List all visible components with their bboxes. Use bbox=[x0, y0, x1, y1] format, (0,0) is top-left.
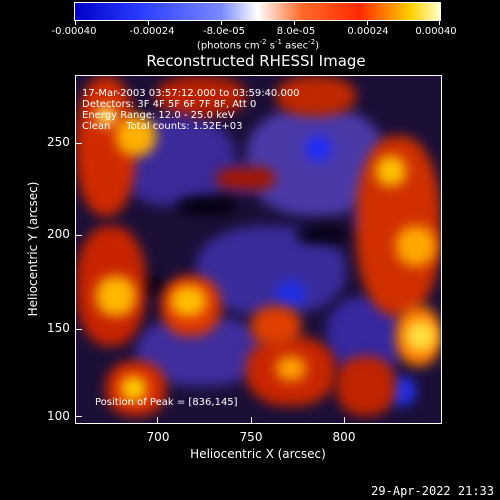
colorbar-label: 8.0e-05 bbox=[276, 26, 316, 37]
y-tick-label: 100 bbox=[47, 409, 70, 423]
y-tick bbox=[76, 329, 82, 330]
colorbar bbox=[74, 2, 441, 21]
y-tick bbox=[76, 416, 82, 417]
colorbar-label: -0.00024 bbox=[129, 26, 175, 37]
timestamp: 29-Apr-2022 21:33 bbox=[371, 484, 494, 498]
detectors-label: Detectors: 3F 4F 5F 6F 7F 8F, Att 0 bbox=[82, 99, 257, 110]
counts-label: Clean Total counts: 1.52E+03 bbox=[82, 121, 243, 132]
x-tick bbox=[157, 417, 158, 423]
colorbar-label: -0.00040 bbox=[51, 26, 97, 37]
y-tick-label: 200 bbox=[47, 227, 70, 241]
y-tick-label: 150 bbox=[47, 321, 70, 335]
image-title: Reconstructed RHESSI Image bbox=[146, 52, 366, 70]
peak-position-label: Position of Peak = [836,145] bbox=[95, 397, 238, 408]
x-tick-label: 800 bbox=[332, 430, 356, 444]
colorbar-tick bbox=[294, 21, 295, 25]
y-axis-title: Heliocentric Y (arcsec) bbox=[26, 181, 40, 317]
y-tick-label: 250 bbox=[47, 135, 70, 149]
colorbar-tick bbox=[148, 21, 149, 25]
x-tick-label: 700 bbox=[146, 430, 170, 444]
x-tick-label: 750 bbox=[239, 430, 263, 444]
colorbar-label: 0.00040 bbox=[415, 26, 457, 37]
x-axis-title: Heliocentric X (arcsec) bbox=[190, 447, 326, 461]
y-tick bbox=[76, 143, 82, 144]
x-tick bbox=[344, 417, 345, 423]
energy-range-label: Energy Range: 12.0 - 25.0 keV bbox=[82, 110, 235, 121]
rhessi-image: 17-Mar-2003 03:57:12.000 to 03:59:40.000… bbox=[75, 75, 442, 424]
obs-time-label: 17-Mar-2003 03:57:12.000 to 03:59:40.000 bbox=[82, 88, 300, 99]
x-tick bbox=[251, 417, 252, 423]
y-tick bbox=[76, 235, 82, 236]
colorbar-tick bbox=[75, 21, 76, 25]
colorbar-label: 0.00024 bbox=[347, 26, 389, 37]
colorbar-tick bbox=[221, 21, 222, 25]
colorbar-tick bbox=[439, 21, 440, 25]
colorbar-units: (photons cm-2 s-1 asec-2) bbox=[196, 38, 320, 52]
colorbar-tick bbox=[367, 21, 368, 25]
colorbar-label: -8.0e-05 bbox=[203, 26, 245, 37]
